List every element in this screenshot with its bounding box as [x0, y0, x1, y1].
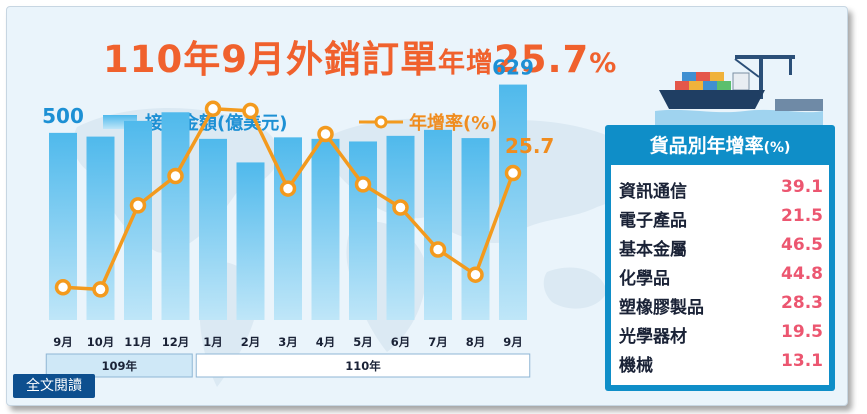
legend-line-marker — [374, 115, 388, 129]
x-axis-labels: 9月 10月 11月 12月 1月 2月 3月 4月 5月 6月 7月 8月 9月 — [53, 335, 523, 349]
x-tick-label: 9月 — [503, 335, 523, 349]
headline: 110年9月外銷訂單年增25.7% — [103, 29, 617, 83]
growth-point-11 — [467, 266, 484, 283]
bar-8 — [349, 141, 377, 320]
growth-point-12 — [504, 164, 522, 182]
panel-row-name: 電子產品 — [619, 211, 687, 231]
bar-7 — [311, 138, 340, 320]
panel-row: 基本金屬 46.5 — [619, 235, 823, 263]
x-tick-label: 11月 — [124, 335, 152, 349]
x-tick-label: 8月 — [466, 335, 486, 349]
panel-body: 資訊通信 39.1 電子產品 21.5 基本金屬 46.5 化學品 44.8 塑橡膠製品… — [611, 165, 829, 385]
panel-row-value: 21.5 — [781, 206, 823, 226]
x-tick-label: 4月 — [316, 335, 336, 349]
growth-point-6 — [279, 180, 297, 197]
headline-growth-value: 25.7 — [493, 38, 590, 81]
x-tick-label: 6月 — [391, 335, 411, 349]
panel-row-name: 資訊通信 — [619, 182, 687, 202]
growth-point-8 — [354, 176, 372, 193]
growth-point-2 — [129, 197, 147, 214]
growth-point-5 — [242, 102, 259, 120]
bar-4 — [199, 138, 227, 320]
year-group-label: 110年 — [345, 359, 381, 373]
headline-main: 110年9月外銷訂單 — [103, 38, 438, 81]
bar-9 — [386, 135, 415, 320]
x-tick-label: 12月 — [162, 335, 190, 349]
bar-3 — [161, 112, 190, 321]
year-groups: 109年 110年 — [45, 353, 531, 378]
bar-2 — [124, 120, 152, 320]
growth-point-9 — [392, 199, 409, 216]
x-tick-label: 3月 — [278, 335, 298, 349]
growth-point-7 — [317, 125, 334, 143]
legend-line-label: 年增率(%) — [409, 112, 498, 134]
x-tick-label: 2月 — [241, 335, 261, 349]
growth-point-1 — [92, 281, 109, 298]
read-full-text-button[interactable]: 全文閱讀 — [13, 374, 95, 398]
x-tick-label: 5月 — [353, 335, 373, 349]
x-tick-label: 10月 — [87, 335, 115, 349]
panel-title-unit: (%) — [763, 140, 791, 156]
growth-point-0 — [54, 279, 72, 296]
x-tick-label: 9月 — [53, 335, 73, 349]
container-ship-icon — [655, 55, 823, 125]
bar-5 — [236, 162, 265, 320]
category-growth-panel: 貨品別年增率(%) 資訊通信 39.1 電子產品 21.5 基本金屬 46.5 化學品… — [605, 125, 835, 391]
panel-row: 電子產品 21.5 — [619, 206, 823, 234]
panel-row-value: 19.5 — [781, 322, 823, 342]
panel-row: 光學器材 19.5 — [619, 322, 823, 350]
growth-point-4 — [204, 100, 222, 118]
x-tick-label: 7月 — [428, 335, 448, 349]
panel-row-value: 39.1 — [781, 177, 823, 197]
bar-data-label: 500 — [42, 104, 84, 128]
line-data-label: 25.7 — [505, 134, 554, 158]
panel-row-value: 28.3 — [781, 293, 823, 313]
bar-data-label: 629 — [492, 56, 534, 80]
panel-title-text: 貨品別年增率 — [649, 135, 764, 157]
panel-row: 機械 13.1 — [619, 351, 823, 379]
headline-percent-sign: % — [589, 48, 618, 79]
panel-row: 化學品 44.8 — [619, 264, 823, 292]
bar-10 — [424, 129, 452, 320]
panel-row-name: 化學品 — [619, 269, 670, 289]
year-group-box — [45, 353, 193, 378]
panel-row-value: 13.1 — [781, 351, 823, 371]
year-group-label: 109年 — [101, 359, 137, 373]
growth-point-3 — [167, 167, 184, 185]
panel-row-name: 機械 — [619, 356, 653, 376]
panel-title: 貨品別年增率(%) — [605, 131, 835, 158]
bar-11 — [461, 138, 490, 320]
panel-row-value: 44.8 — [781, 264, 823, 284]
growth-point-10 — [429, 241, 447, 258]
panel-row-name: 基本金屬 — [619, 240, 687, 260]
panel-row-value: 46.5 — [781, 235, 823, 255]
panel-row-name: 光學器材 — [619, 327, 687, 347]
panel-row: 塑橡膠製品 28.3 — [619, 293, 823, 321]
infographic-card: 110年9月外銷訂單年增25.7% 接單金額(億美元) 年增率(%) 500 62… — [6, 6, 848, 406]
panel-row: 資訊通信 39.1 — [619, 177, 823, 205]
panel-row-name: 塑橡膠製品 — [619, 298, 704, 318]
headline-growth-word: 年增 — [437, 48, 494, 79]
x-tick-label: 1月 — [203, 335, 223, 349]
growth-line-series: 25.7 — [54, 100, 554, 298]
year-group-box — [195, 353, 531, 378]
